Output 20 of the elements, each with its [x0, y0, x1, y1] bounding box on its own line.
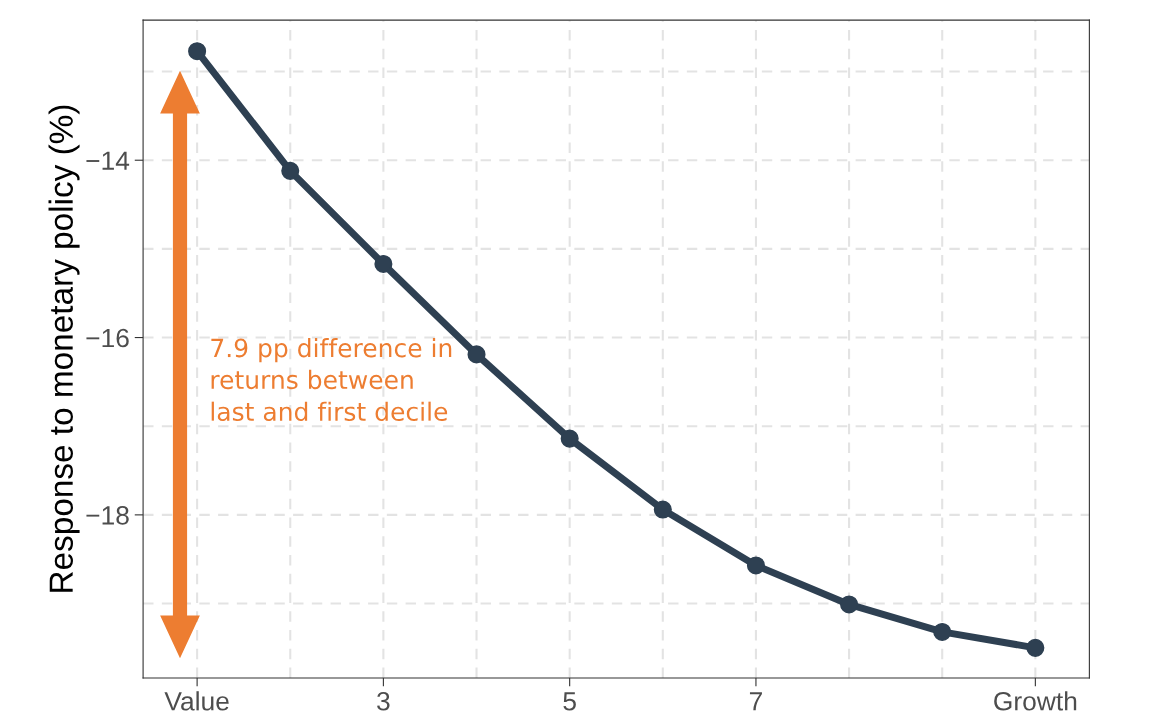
x-tick-label: 3	[377, 691, 390, 711]
y-tick-label: −18	[86, 506, 129, 525]
point	[1026, 638, 1045, 657]
x-tick-label: Value	[164, 691, 229, 711]
annotation: 7.9 pp difference in returns between last and first decile	[211, 338, 452, 422]
point	[560, 429, 579, 448]
point	[188, 42, 207, 61]
y-tick-label: −16	[86, 328, 129, 348]
x-tick-label: 7	[749, 692, 762, 711]
y-tick-label: −14	[86, 151, 130, 170]
point	[374, 254, 393, 273]
point	[746, 556, 765, 575]
point	[281, 161, 300, 180]
x-tick-label: 5	[563, 692, 576, 711]
point	[467, 345, 486, 364]
point	[933, 622, 952, 641]
point	[840, 595, 859, 614]
point	[653, 500, 672, 519]
x-tick-label: Growth	[994, 691, 1077, 711]
y-axis-title: Response to monetary policy (%)	[48, 105, 80, 592]
